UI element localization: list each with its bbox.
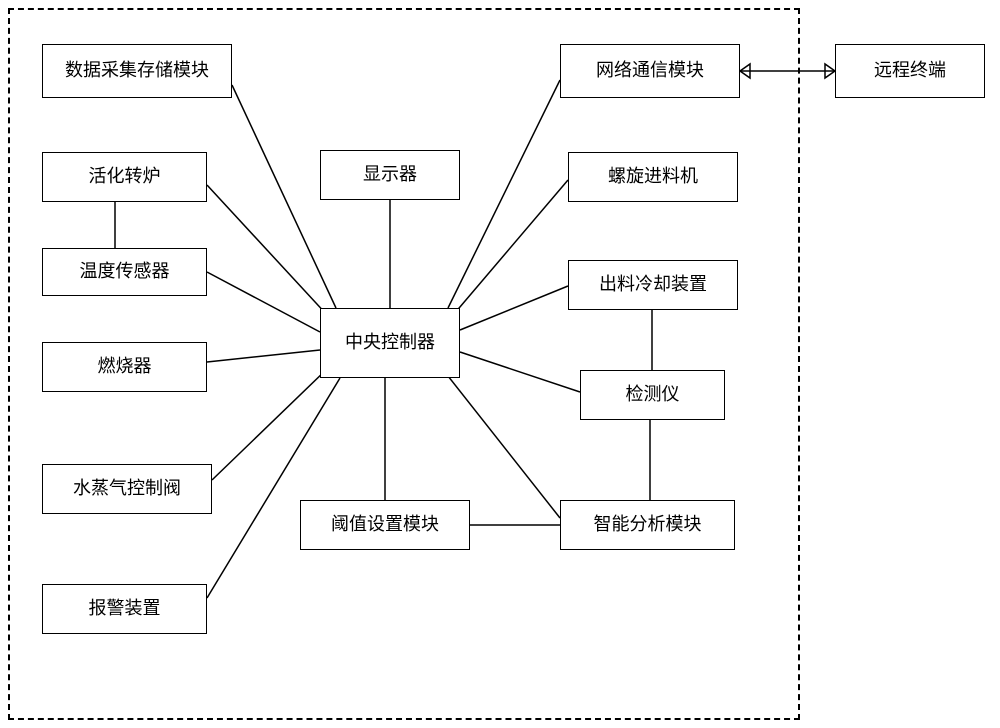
label: 出料冷却装置 [599, 274, 707, 296]
label: 螺旋进料机 [608, 166, 698, 188]
label: 智能分析模块 [594, 514, 702, 536]
node-detector: 检测仪 [580, 370, 725, 420]
node-net-comm: 网络通信模块 [560, 44, 740, 98]
node-remote: 远程终端 [835, 44, 985, 98]
label: 网络通信模块 [596, 60, 704, 82]
label: 温度传感器 [80, 261, 170, 283]
node-controller: 中央控制器 [320, 308, 460, 378]
node-act-furn: 活化转炉 [42, 152, 207, 202]
label: 水蒸气控制阀 [73, 478, 181, 500]
node-cooling: 出料冷却装置 [568, 260, 738, 310]
node-alarm: 报警装置 [42, 584, 207, 634]
label: 数据采集存储模块 [65, 60, 209, 82]
label: 检测仪 [626, 384, 680, 406]
label: 远程终端 [874, 60, 946, 82]
label: 阈值设置模块 [331, 514, 439, 536]
label: 燃烧器 [98, 356, 152, 378]
label: 报警装置 [89, 598, 161, 620]
node-analysis: 智能分析模块 [560, 500, 735, 550]
node-burner: 燃烧器 [42, 342, 207, 392]
node-threshold: 阈值设置模块 [300, 500, 470, 550]
node-data-acq: 数据采集存储模块 [42, 44, 232, 98]
node-temp-sens: 温度传感器 [42, 248, 207, 296]
node-screw-feed: 螺旋进料机 [568, 152, 738, 202]
label: 活化转炉 [89, 166, 161, 188]
node-steam-valve: 水蒸气控制阀 [42, 464, 212, 514]
label: 中央控制器 [345, 332, 435, 354]
label: 显示器 [363, 164, 417, 186]
node-display: 显示器 [320, 150, 460, 200]
